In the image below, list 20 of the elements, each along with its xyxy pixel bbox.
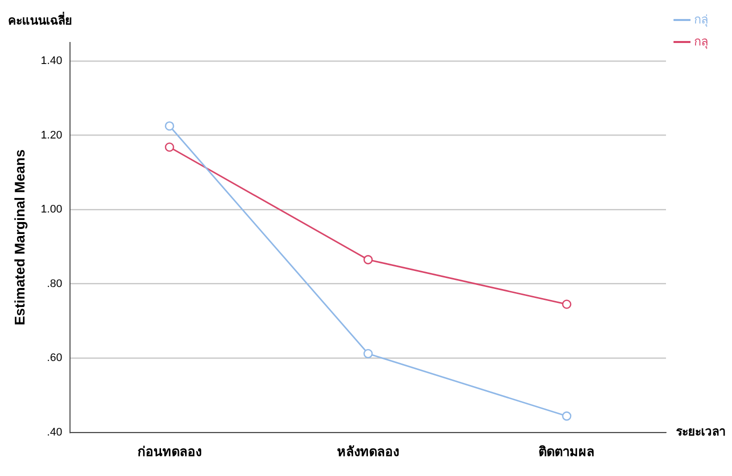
- chart-title: คะแนนเฉลี่ย: [8, 12, 72, 28]
- x-tick-label: หลังทดลอง: [337, 444, 400, 459]
- point: [562, 300, 572, 309]
- x-tick-label: ก่อนทดลอง: [138, 444, 202, 459]
- y-tick-label: 1.00: [40, 204, 62, 216]
- legend-label: กลุ: [694, 34, 708, 50]
- y-tick-label: 1.20: [40, 129, 62, 142]
- point: [363, 349, 373, 358]
- y-tick-label: 1.40: [40, 55, 62, 68]
- y-axis-title: Estimated Marginal Means: [11, 149, 28, 326]
- point: [164, 121, 174, 131]
- x-axis-title: ระยะเวลา: [676, 424, 726, 439]
- y-tick-label: .40: [46, 426, 62, 438]
- point: [562, 411, 572, 421]
- legend-label: กลุ่: [694, 12, 708, 28]
- y-tick-label: .80: [46, 278, 62, 290]
- x-tick-label: ติดตามผล: [538, 444, 595, 459]
- y-tick-label: .60: [46, 352, 62, 364]
- point: [363, 255, 373, 264]
- point: [164, 142, 174, 152]
